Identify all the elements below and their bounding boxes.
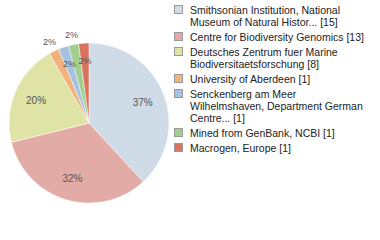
svg-text:2%: 2% (78, 56, 91, 66)
html-text:Centre for Biodiversity Genomi: Centre for Biodiversity Genomics [13] (190, 31, 364, 43)
svg-text:37%: 37% (133, 97, 153, 108)
html-text:Macrogen, Europe [1]: Macrogen, Europe [1] (190, 142, 291, 154)
svg-text:32%: 32% (62, 173, 82, 184)
svg-text:2%: 2% (65, 30, 78, 40)
html-text:Smithsonian Institution, Natio: Smithsonian Institution, National Museum… (190, 4, 340, 28)
svg-text:20%: 20% (26, 95, 46, 106)
svg-text:2%: 2% (63, 59, 76, 69)
html-text:Mined from GenBank, NCBI [1]: Mined from GenBank, NCBI [1] (190, 127, 335, 139)
svg-text:2%: 2% (43, 37, 56, 47)
html-text:Senckenberg am Meer Wilhelmsha: Senckenberg am Meer Wilhelmshaven, Depar… (190, 88, 363, 124)
html-text:Deutsches Zentrum fuer Marine: Deutsches Zentrum fuer Marine Biodiversi… (190, 46, 338, 70)
html-text:University of Aberdeen [1]: University of Aberdeen [1] (190, 73, 311, 85)
